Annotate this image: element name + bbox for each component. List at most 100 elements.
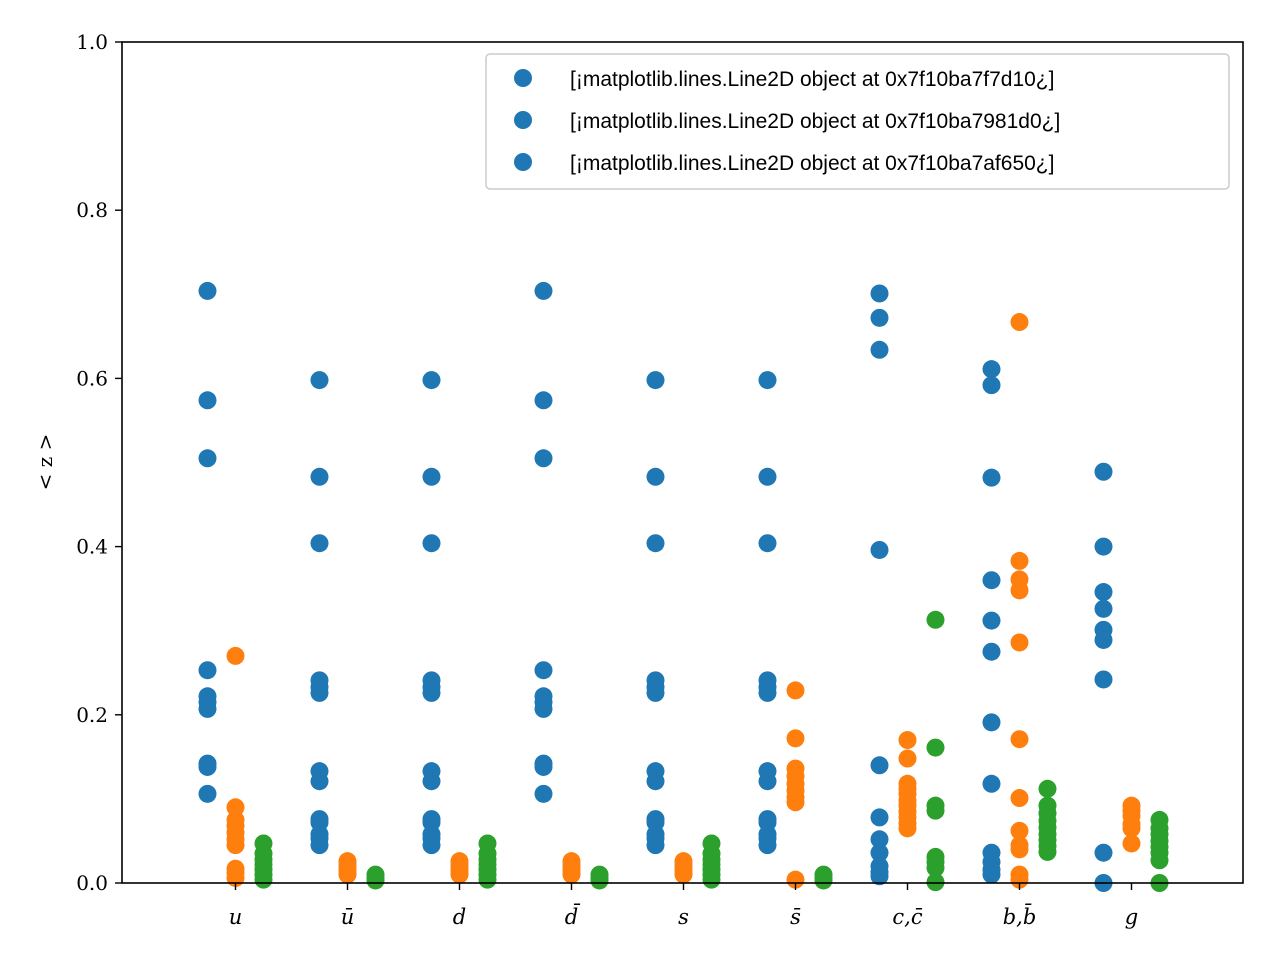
data-point (646, 772, 665, 791)
data-point (786, 793, 805, 812)
data-point (366, 871, 385, 890)
legend-box (485, 53, 1230, 190)
legend-marker (514, 153, 532, 171)
data-point (534, 661, 553, 680)
y-tick-label: 0.0 (76, 871, 108, 895)
data-point (478, 870, 497, 889)
data-point (198, 784, 217, 803)
data-point (1094, 670, 1113, 689)
data-point (1122, 819, 1141, 838)
data-point (926, 873, 945, 892)
x-tick-label: d (453, 905, 466, 929)
data-point (1094, 630, 1113, 649)
data-point (758, 836, 777, 855)
data-point (898, 731, 917, 750)
data-point (926, 801, 945, 820)
data-point (422, 534, 441, 553)
legend-marker (514, 69, 532, 87)
data-point (1010, 633, 1029, 652)
data-point (646, 534, 665, 553)
data-point (926, 858, 945, 877)
data-point (310, 772, 329, 791)
data-point (870, 756, 889, 775)
data-point (814, 871, 833, 890)
x-tick-label: s̄ (790, 905, 801, 929)
data-point (198, 449, 217, 468)
data-point (1094, 599, 1113, 618)
legend-marker (514, 111, 532, 129)
y-tick-label: 0.8 (76, 198, 108, 222)
data-point (534, 784, 553, 803)
y-tick-label: 1.0 (76, 30, 108, 54)
data-point (310, 534, 329, 553)
y-tick-label: 0.2 (76, 703, 108, 727)
data-point (674, 865, 693, 884)
data-point (982, 611, 1001, 630)
data-point (534, 391, 553, 410)
data-point (898, 749, 917, 768)
data-point (870, 284, 889, 303)
legend-entry: [¡matplotlib.lines.Line2D object at 0x7f… (570, 152, 1054, 175)
data-point (926, 610, 945, 629)
data-point (646, 371, 665, 390)
series-1 (198, 281, 1113, 892)
data-point (198, 699, 217, 718)
data-point (646, 467, 665, 486)
data-point (534, 281, 553, 300)
data-point (422, 467, 441, 486)
data-point (1010, 313, 1029, 332)
data-point (898, 819, 917, 838)
data-point (534, 757, 553, 776)
data-point (758, 467, 777, 486)
data-point (786, 681, 805, 700)
data-point (758, 371, 777, 390)
data-point (870, 340, 889, 359)
data-point (982, 642, 1001, 661)
data-point (1010, 870, 1029, 889)
data-point (982, 571, 1001, 590)
data-point (982, 774, 1001, 793)
data-point (1150, 851, 1169, 870)
plot-frame (121, 41, 1244, 884)
data-point (982, 376, 1001, 395)
data-point (310, 371, 329, 390)
x-axis: u ū d d̄ s s̄ c,c̄ b,b̄ g (229, 883, 1138, 929)
data-point (590, 871, 609, 890)
data-point (1010, 821, 1029, 840)
data-point (450, 865, 469, 884)
data-point (982, 360, 1001, 379)
x-tick-label: b,b̄ (1003, 903, 1037, 929)
data-point (786, 729, 805, 748)
x-tick-label: d̄ (565, 903, 581, 929)
data-point (646, 683, 665, 702)
data-point (982, 865, 1001, 884)
data-point (702, 870, 721, 889)
data-point (198, 661, 217, 680)
data-point (758, 534, 777, 553)
data-point (226, 836, 245, 855)
y-axis-label: < z > (33, 434, 57, 491)
data-point (1010, 551, 1029, 570)
data-point (786, 870, 805, 889)
data-point (1094, 537, 1113, 556)
data-point (1038, 842, 1057, 861)
data-point (1010, 789, 1029, 808)
x-tick-label: ū (341, 905, 355, 929)
data-point (870, 867, 889, 886)
y-tick-label: 0.6 (76, 366, 108, 390)
data-point (1010, 581, 1029, 600)
data-point (1094, 583, 1113, 602)
data-point (870, 540, 889, 559)
data-point (870, 830, 889, 849)
data-point (198, 757, 217, 776)
data-point (310, 836, 329, 855)
data-point (926, 738, 945, 757)
data-point (310, 683, 329, 702)
data-point (1122, 834, 1141, 853)
data-point (226, 798, 245, 817)
x-tick-label: c,c̄ (892, 905, 922, 929)
data-point (226, 646, 245, 665)
data-point (870, 308, 889, 327)
data-point (1094, 843, 1113, 862)
